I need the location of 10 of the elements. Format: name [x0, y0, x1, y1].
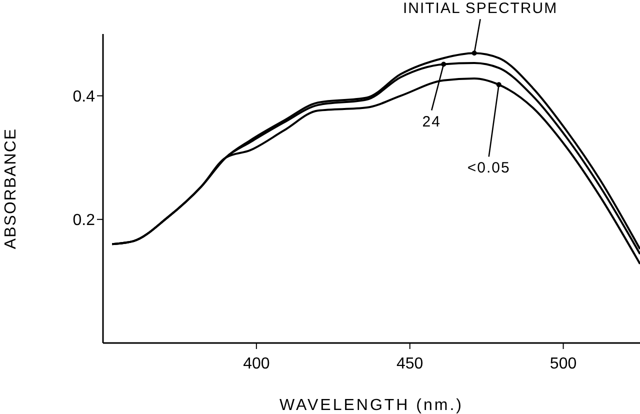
text: INITIAL SPECTRUM — [402, 0, 558, 18]
text: 24 — [422, 113, 441, 130]
text: <0.05 — [467, 160, 510, 177]
x-tick-label: 500 — [550, 355, 577, 372]
y-tick-label: 0.4 — [72, 88, 96, 106]
x-tick-label: 400 — [243, 355, 270, 372]
y-axis-title: ABSORBANCE — [2, 128, 20, 250]
x-tick-label: 450 — [396, 355, 424, 372]
x-axis-title: WAVELENGTH (nm.) — [279, 397, 464, 414]
y-tick-label: 0.2 — [72, 212, 96, 230]
